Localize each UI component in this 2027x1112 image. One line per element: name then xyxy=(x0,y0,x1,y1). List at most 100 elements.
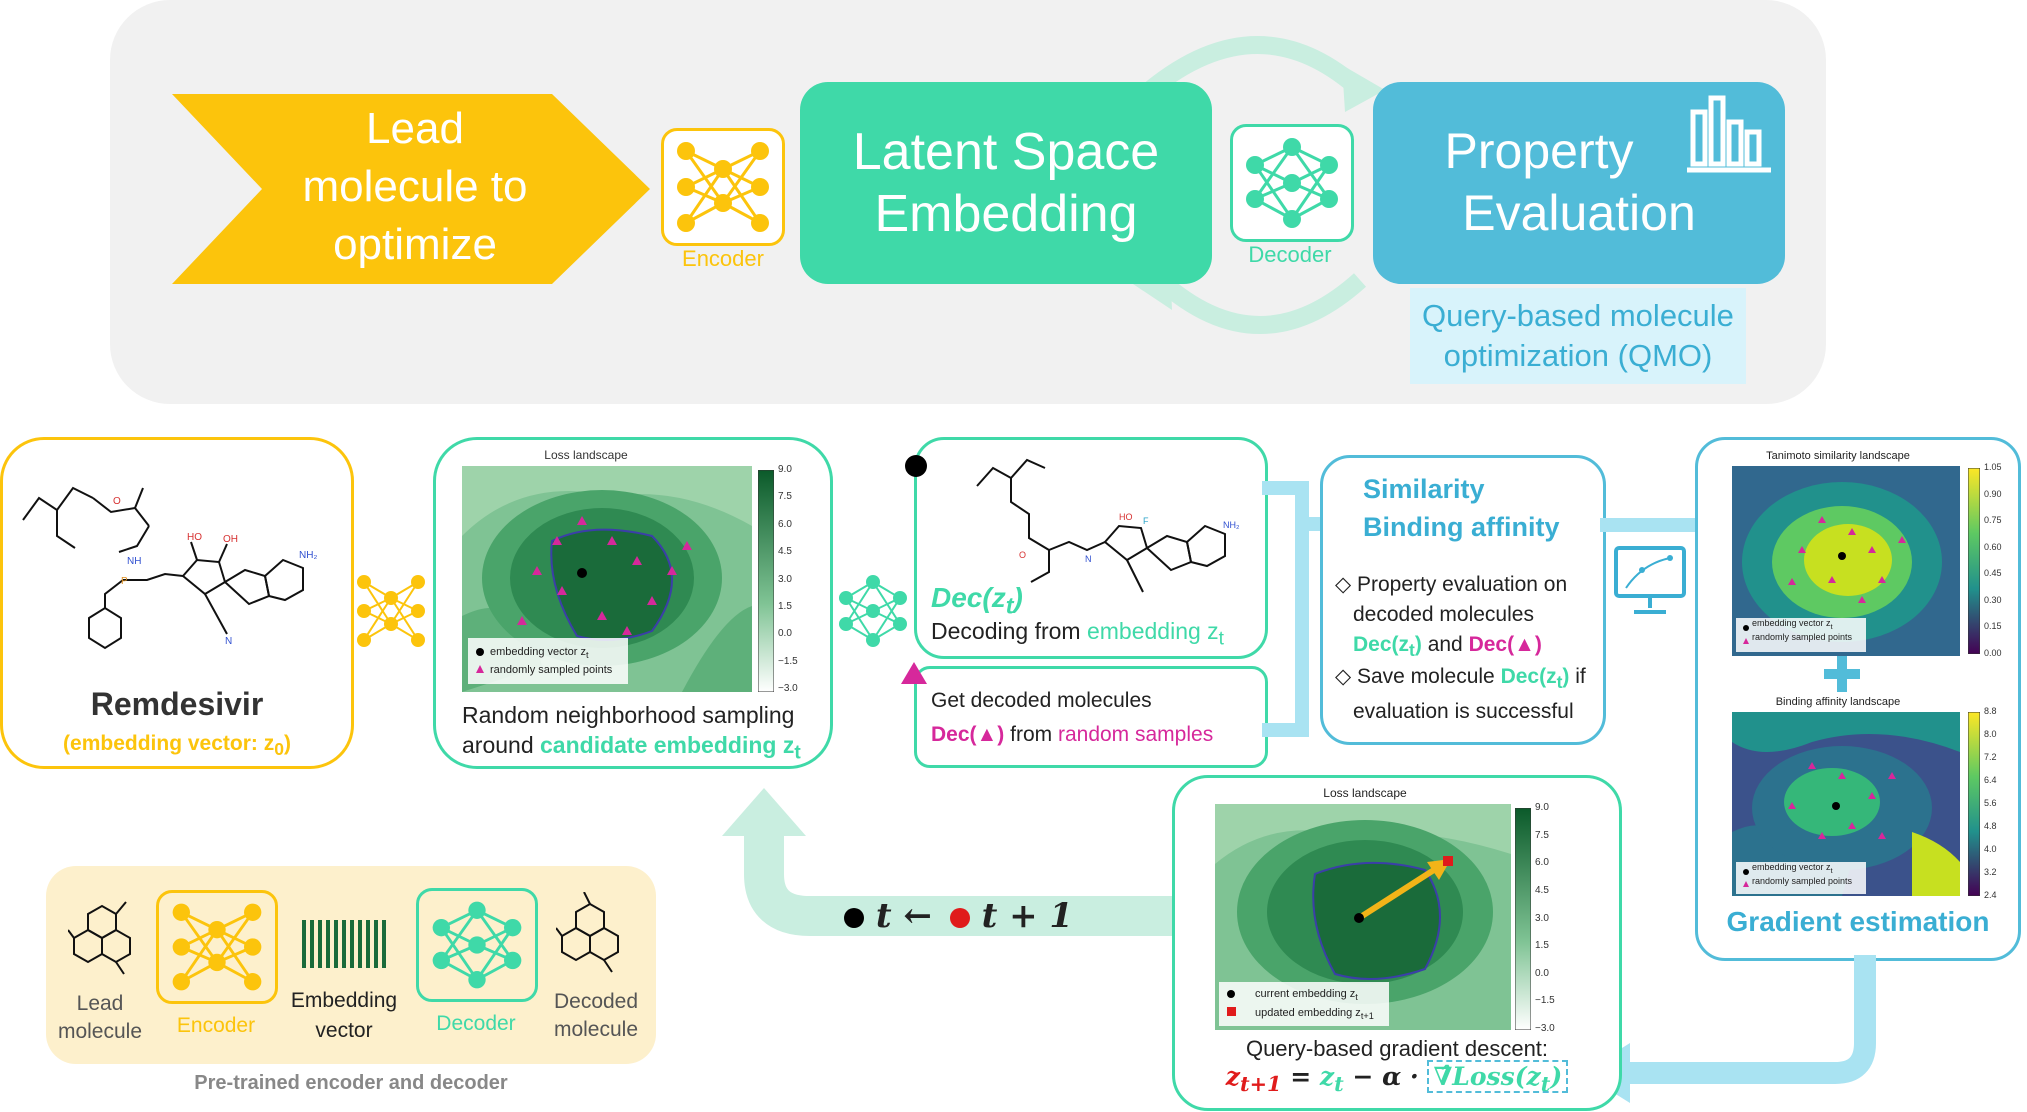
binding-legend-embedding: embedding vector zt xyxy=(1752,862,1833,875)
descent-legend-updated: updated embedding zt+1 xyxy=(1255,1007,1374,1022)
random-decoding-line2: Dec(▲) from random samples xyxy=(931,723,1214,746)
qmo-label: Query-based molecule optimization (QMO) xyxy=(1410,288,1746,384)
svg-text:O: O xyxy=(113,496,121,507)
magenta-triangle-marker xyxy=(901,662,927,684)
tanimoto-legend-points: randomly sampled points xyxy=(1752,632,1853,642)
descent-caption: Query-based gradient descent: xyxy=(1245,1036,1549,1061)
sampling-plot-title: Loss landscape xyxy=(544,448,628,462)
colorbar-tick: 5.6 xyxy=(1984,798,1997,808)
pretrained-embedding-label: Embedding vector xyxy=(290,989,398,1042)
embedding-vector-icon xyxy=(302,920,386,968)
sampling-legend-points: randomly sampled points xyxy=(490,664,613,676)
svg-text:O: O xyxy=(1019,550,1026,560)
sampling-colorbar-ticks: 9.0 7.5 6.0 4.5 3.0 1.5 0.0 −1.5 −3.0 xyxy=(778,464,828,694)
colorbar-tick: 0.30 xyxy=(1984,594,2002,605)
black-dot-icon xyxy=(844,908,864,928)
colorbar-tick: −1.5 xyxy=(778,655,798,667)
tanimoto-colorbar xyxy=(1968,468,1980,654)
monitor-query-icon xyxy=(1614,546,1686,614)
colorbar-tick: −3.0 xyxy=(1535,1023,1555,1034)
binding-plot-title: Binding affinity landscape xyxy=(1775,696,1901,708)
colorbar-tick: 4.8 xyxy=(1984,821,1997,831)
neural-net-icon xyxy=(677,142,769,232)
remdesivir-structure-icon: O NH P HO OH NH₂ N xyxy=(22,486,317,650)
property-evaluation-card: Similarity Binding affinity ◇ Property e… xyxy=(1320,455,1606,745)
update-rule-label: t ← t + 1 xyxy=(844,896,1073,936)
colorbar-tick: 8.0 xyxy=(1984,729,1997,739)
sampling-colorbar xyxy=(758,470,774,692)
neural-net-icon xyxy=(432,901,522,989)
colorbar-tick: 7.5 xyxy=(778,491,792,503)
lead-molecule-title: Lead molecule to optimize xyxy=(302,104,528,269)
neural-net-icon xyxy=(172,903,262,991)
svg-text:N: N xyxy=(225,636,232,647)
colorbar-tick: 3.2 xyxy=(1984,867,1997,877)
decoding-caption: Decoding from embedding zt xyxy=(931,618,1224,650)
colorbar-tick: 1.5 xyxy=(1535,940,1549,952)
encoder-network-icon xyxy=(661,128,785,246)
evaluation-bullet-2: ◇ Save molecule Dec(zt) if evaluation is… xyxy=(1335,665,1586,724)
colorbar-tick: 0.0 xyxy=(778,628,792,640)
descent-plot-title: Loss landscape xyxy=(1323,786,1407,800)
colorbar-tick: 7.5 xyxy=(1535,829,1549,841)
pretrained-decoded-label: Decoded molecule xyxy=(553,990,639,1041)
gradient-estimation-caption: Gradient estimation xyxy=(1726,906,1990,937)
pretrained-lead-label: Lead molecule xyxy=(57,992,143,1043)
plus-icon xyxy=(1824,656,1860,692)
decoded-molecule-structure-icon: O N HO F NH₂ xyxy=(976,458,1240,593)
colorbar-tick: 2.4 xyxy=(1984,890,1997,900)
colorbar-tick: 0.15 xyxy=(1984,621,2002,632)
dec-zt-label: Dec(zt) xyxy=(931,582,1023,619)
remdesivir-card: O NH P HO OH NH₂ N Remdesivir (embedding… xyxy=(0,437,354,769)
colorbar-tick: 6.4 xyxy=(1984,775,1997,785)
binding-landscape-plot xyxy=(1732,712,1960,896)
colorbar-tick: 3.0 xyxy=(778,573,792,585)
colorbar-tick: −1.5 xyxy=(1535,995,1555,1007)
pretrained-encoder-label: Encoder xyxy=(176,1014,256,1037)
colorbar-tick: 0.90 xyxy=(1984,488,2002,499)
encoder-small-icon xyxy=(357,575,425,647)
pretrained-legend-panel: Lead molecule Encoder Embedding vector xyxy=(46,866,656,1064)
descent-legend-current: current embedding zt xyxy=(1255,988,1358,1003)
gradient-estimation-card: Tanimoto similarity landscape embedding … xyxy=(1695,437,2021,961)
colorbar-tick: 1.05 xyxy=(1984,462,2002,472)
colorbar-tick: 0.60 xyxy=(1984,541,2002,552)
colorbar-tick: 0.00 xyxy=(1984,647,2002,658)
colorbar-tick: 6.0 xyxy=(1535,857,1549,869)
loss-landscape-plot xyxy=(462,466,752,692)
black-dot-marker xyxy=(905,455,927,477)
gradient-descent-card: Loss landscape current embedding zt upda… xyxy=(1172,775,1622,1111)
svg-text:HO: HO xyxy=(187,532,202,543)
colorbar-tick: 7.2 xyxy=(1984,752,1997,762)
tanimoto-legend-embedding: embedding vector zt xyxy=(1752,618,1833,631)
svg-text:OH: OH xyxy=(223,534,238,545)
pretrained-decoder-icon xyxy=(416,888,538,1002)
random-decoding-card: Get decoded molecules Dec(▲) from random… xyxy=(914,666,1268,768)
svg-text:F: F xyxy=(1143,516,1149,526)
property-evaluation-box: Property Evaluation xyxy=(1373,82,1785,284)
encoder-label: Encoder xyxy=(682,246,764,271)
evaluation-connector xyxy=(1600,518,1700,532)
colorbar-tick: 9.0 xyxy=(778,464,792,475)
svg-text:NH₂: NH₂ xyxy=(299,550,317,561)
lead-molecule-arrow-shape xyxy=(172,94,650,284)
remdesivir-name: Remdesivir xyxy=(90,686,264,722)
colorbar-tick: 9.0 xyxy=(1535,802,1549,813)
descent-colorbar-ticks: 9.0 7.5 6.0 4.5 3.0 1.5 0.0 −1.5 −3.0 xyxy=(1535,802,1555,1034)
svg-text:NH: NH xyxy=(127,556,141,567)
sampling-caption-line2: around candidate embedding zt xyxy=(462,732,801,764)
colorbar-tick: 0.75 xyxy=(1984,515,2002,526)
sampling-caption-line1: Random neighborhood sampling xyxy=(462,702,795,728)
pretrained-caption: Pre-trained encoder and decoder xyxy=(194,1072,508,1094)
pretrained-decoder-label: Decoder xyxy=(436,1012,516,1035)
colorbar-tick: 1.5 xyxy=(778,600,792,612)
svg-text:P: P xyxy=(121,576,128,587)
colorbar-tick: 3.0 xyxy=(1535,912,1549,924)
descent-equation: zt+1 = zt − α · ∇̂Loss(zt) xyxy=(1175,1060,1619,1096)
bar-chart-icon xyxy=(1687,95,1771,173)
remdesivir-caption: (embedding vector: z0) xyxy=(63,732,291,760)
colorbar-tick: 4.5 xyxy=(1535,884,1549,896)
decoder-small-icon xyxy=(839,575,907,647)
sampling-legend-embedding: embedding vector zt xyxy=(490,646,589,661)
tanimoto-colorbar-ticks: 1.05 0.90 0.75 0.60 0.45 0.30 0.15 0.00 xyxy=(1984,462,2002,658)
